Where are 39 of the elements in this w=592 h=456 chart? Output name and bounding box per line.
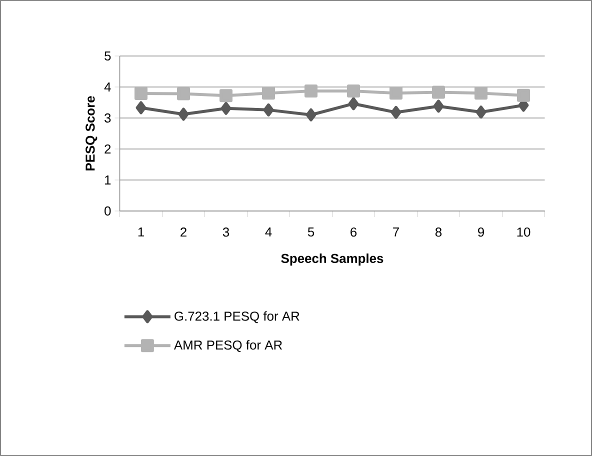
x-tick-label: 3 [222, 228, 230, 237]
legend-label: AMR PESQ for AR [174, 340, 282, 352]
x-tick-label: 4 [265, 228, 272, 236]
x-tick-label: 2 [180, 228, 186, 237]
x-tick-label: 1 [138, 228, 144, 236]
x-tick-label: 9 [478, 228, 484, 237]
point [178, 108, 189, 121]
legend-label: G.723.1 PESQ for AR [174, 311, 300, 324]
y-tick-label: 0 [104, 206, 111, 216]
point [390, 86, 403, 100]
point [476, 106, 486, 119]
point [348, 97, 359, 110]
y-tick-label: 2 [104, 144, 111, 154]
point [306, 108, 316, 122]
y-axis-title: PESQ Score [86, 96, 98, 170]
point [390, 106, 402, 119]
x-tick-label: 7 [393, 228, 399, 236]
x-axis-title: Speech Samples [281, 254, 384, 266]
point [177, 87, 190, 100]
point [136, 101, 146, 114]
x-tick-label: 5 [308, 228, 314, 237]
point [262, 86, 276, 100]
point [474, 86, 488, 100]
point [433, 100, 444, 113]
point [347, 84, 360, 98]
point [432, 86, 446, 99]
point [220, 89, 233, 102]
y-tick-label: 1 [105, 176, 111, 184]
y-tick-label: 4 [104, 82, 111, 92]
point [134, 87, 148, 100]
y-tick-label: 3 [104, 113, 111, 123]
x-tick-label: 8 [435, 228, 442, 237]
point [517, 88, 530, 102]
x-tick-label: 10 [517, 228, 530, 237]
x-tick-label: 6 [350, 228, 357, 237]
point [304, 84, 318, 98]
point [263, 103, 274, 116]
y-tick-label: 5 [104, 51, 111, 61]
point [220, 102, 232, 115]
